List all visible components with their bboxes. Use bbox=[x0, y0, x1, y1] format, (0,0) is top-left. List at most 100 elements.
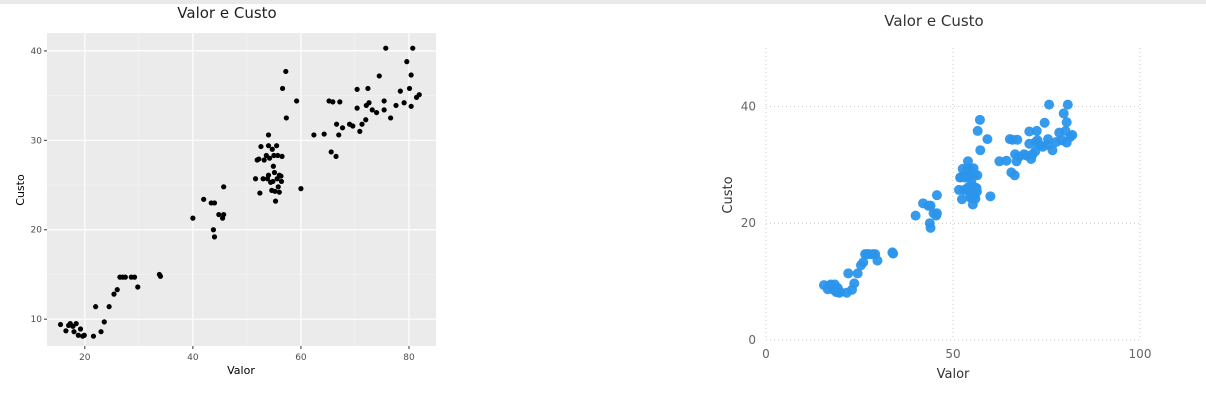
data-point[interactable] bbox=[1012, 134, 1023, 145]
data-point bbox=[114, 287, 120, 293]
data-point bbox=[256, 156, 262, 162]
data-point bbox=[336, 132, 342, 138]
data-point[interactable] bbox=[1042, 134, 1053, 145]
data-point[interactable] bbox=[974, 114, 985, 125]
data-point bbox=[279, 85, 286, 92]
top-border bbox=[0, 0, 1206, 4]
data-point[interactable] bbox=[1061, 117, 1072, 128]
data-point bbox=[211, 234, 218, 240]
data-point bbox=[321, 131, 327, 137]
x-tick-label: 80 bbox=[403, 353, 415, 363]
data-point[interactable] bbox=[931, 190, 942, 201]
data-point bbox=[404, 59, 410, 65]
data-point[interactable] bbox=[1024, 126, 1035, 137]
data-point bbox=[81, 332, 87, 338]
data-point bbox=[90, 333, 97, 339]
data-point bbox=[211, 200, 218, 206]
data-point[interactable] bbox=[858, 257, 869, 268]
data-point[interactable] bbox=[888, 248, 899, 259]
data-point bbox=[416, 92, 422, 98]
data-point[interactable] bbox=[843, 268, 854, 279]
data-point[interactable] bbox=[956, 194, 967, 205]
grid-lines bbox=[765, 48, 1141, 341]
tick-labels: 20 40 60 80 10 20 30 40 bbox=[31, 47, 415, 363]
data-points bbox=[57, 45, 422, 339]
data-point bbox=[101, 319, 107, 325]
data-point[interactable] bbox=[971, 186, 982, 197]
data-point[interactable] bbox=[1067, 130, 1078, 141]
chart-title: Valor e Custo bbox=[177, 4, 276, 22]
x-axis-label: Valor bbox=[227, 364, 255, 377]
data-point bbox=[257, 190, 263, 196]
data-point[interactable] bbox=[1047, 145, 1058, 156]
data-point bbox=[271, 152, 277, 159]
data-point[interactable] bbox=[1009, 170, 1020, 181]
data-point bbox=[330, 99, 336, 105]
data-point bbox=[333, 121, 340, 127]
data-point bbox=[270, 163, 276, 169]
data-point bbox=[221, 184, 227, 190]
data-point bbox=[339, 125, 346, 131]
y-tick-label: 10 bbox=[31, 315, 43, 325]
data-point[interactable] bbox=[931, 208, 942, 219]
y-axis-label: Custo bbox=[721, 176, 736, 213]
x-tick-label: 60 bbox=[295, 353, 307, 363]
data-point bbox=[210, 227, 217, 233]
data-point[interactable] bbox=[925, 222, 936, 233]
data-point bbox=[406, 85, 413, 92]
data-point[interactable] bbox=[1044, 99, 1055, 110]
data-point[interactable] bbox=[1031, 125, 1042, 136]
data-point[interactable] bbox=[925, 200, 936, 211]
data-point bbox=[261, 157, 267, 163]
data-point bbox=[93, 304, 99, 310]
data-point[interactable] bbox=[849, 278, 860, 289]
data-point[interactable] bbox=[962, 156, 973, 167]
data-point[interactable] bbox=[1058, 108, 1069, 119]
tick-labels: 0 50 100 0 20 40 bbox=[741, 99, 1152, 361]
data-point bbox=[337, 99, 343, 105]
data-point bbox=[376, 73, 382, 79]
data-point[interactable] bbox=[972, 170, 983, 181]
data-point[interactable] bbox=[910, 210, 921, 221]
y-tick-label: 20 bbox=[741, 216, 756, 230]
data-point[interactable] bbox=[972, 125, 983, 136]
data-point bbox=[252, 176, 259, 182]
data-point[interactable] bbox=[982, 134, 993, 145]
data-point bbox=[111, 291, 117, 297]
data-point bbox=[221, 211, 227, 218]
data-point[interactable] bbox=[1062, 99, 1073, 110]
data-points bbox=[818, 99, 1078, 298]
data-point bbox=[283, 115, 289, 121]
data-point bbox=[258, 143, 264, 150]
data-point bbox=[294, 98, 300, 104]
data-point[interactable] bbox=[985, 191, 996, 202]
data-point bbox=[357, 128, 363, 134]
x-tick-label: 20 bbox=[79, 353, 91, 363]
y-tick-label: 30 bbox=[31, 136, 43, 146]
data-point[interactable] bbox=[852, 268, 863, 279]
data-point bbox=[275, 184, 281, 190]
data-point bbox=[328, 149, 334, 155]
grid-lines bbox=[47, 33, 436, 346]
plot-panel bbox=[47, 33, 436, 346]
data-point bbox=[278, 173, 284, 179]
data-point bbox=[201, 196, 207, 202]
data-point bbox=[388, 115, 394, 121]
data-point bbox=[333, 153, 339, 160]
data-point bbox=[122, 274, 128, 280]
data-point[interactable] bbox=[872, 255, 883, 266]
data-point bbox=[272, 198, 279, 204]
data-point bbox=[272, 188, 278, 194]
data-point[interactable] bbox=[975, 145, 986, 156]
data-point[interactable] bbox=[1039, 117, 1050, 128]
data-point bbox=[157, 273, 164, 279]
data-point bbox=[271, 169, 278, 176]
x-axis-label: Valor bbox=[937, 367, 970, 382]
data-point bbox=[401, 100, 407, 106]
data-point bbox=[408, 72, 414, 78]
data-point[interactable] bbox=[1001, 155, 1012, 166]
data-point bbox=[278, 178, 285, 185]
x-tick-label: 40 bbox=[187, 353, 199, 363]
data-point bbox=[57, 321, 64, 328]
y-tick-label: 40 bbox=[31, 47, 43, 57]
